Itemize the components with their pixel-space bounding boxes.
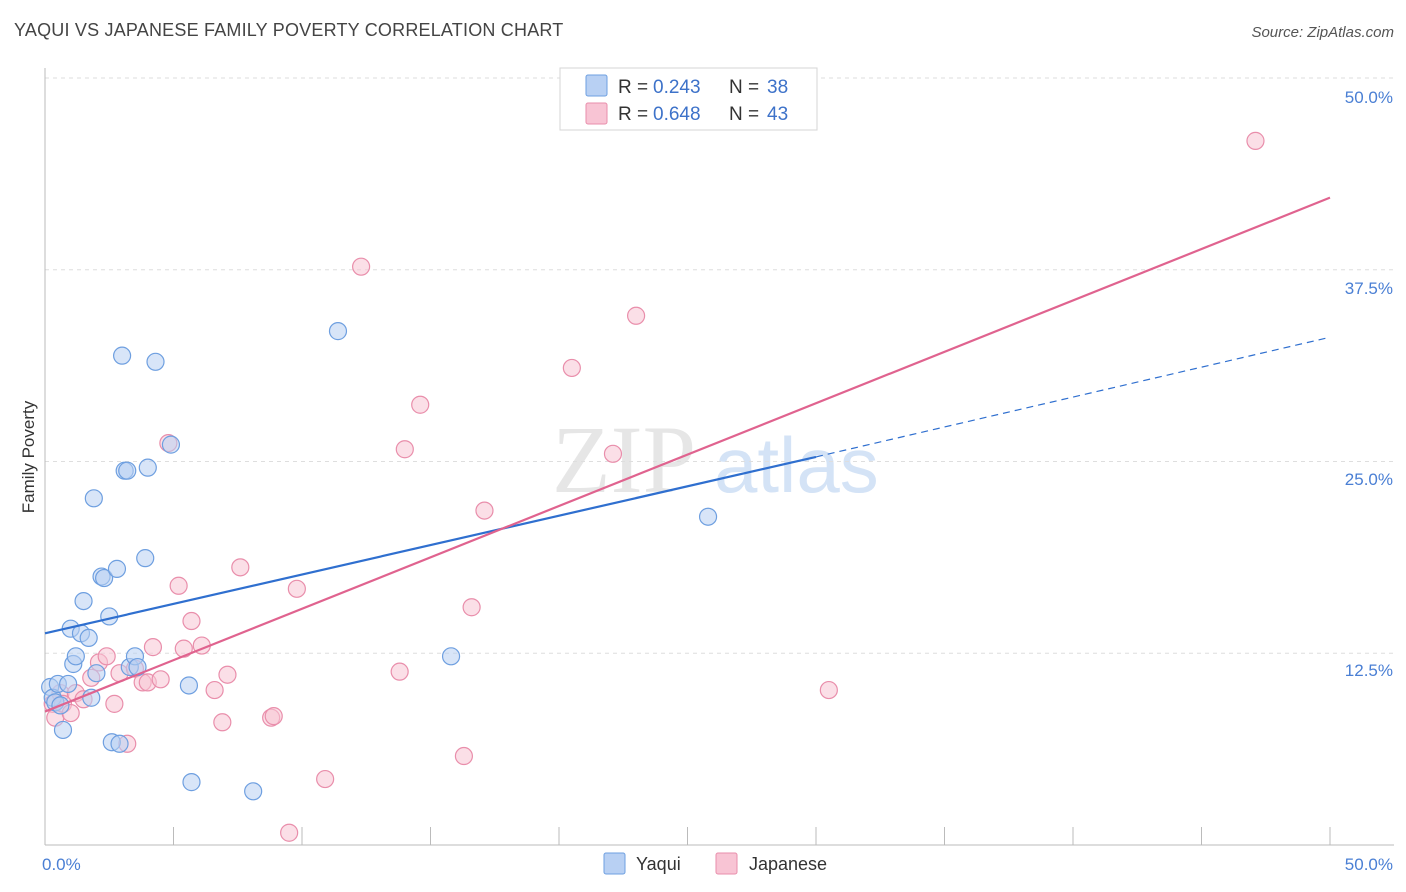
yaqui-point-21 [110,734,129,753]
legend-r-value-yaqui: 0.243 [653,77,701,98]
japanese-point-41 [626,306,646,325]
series-swatch-japanese [715,852,738,875]
japanese-point-28 [264,707,283,726]
source-label: Source: ZipAtlas.com [1251,24,1394,41]
series-legend: Yaqui Japanese [603,852,827,875]
japanese-point-31 [316,769,335,789]
japanese-point-40 [603,444,623,463]
japanese-point-9 [97,647,116,666]
japanese-point-43 [1246,131,1265,150]
japanese-point-37 [462,598,481,617]
japanese-point-29 [280,823,299,842]
y-tick-labels: 12.5% 25.0% 37.5% 50.0% [1345,88,1393,680]
yaqui-point-15 [87,664,106,683]
yaqui-point-28 [136,549,155,568]
legend-swatch-yaqui [585,74,608,97]
japanese-point-34 [395,440,414,459]
x-tick-label-0: 0.0% [42,855,81,874]
y-tick-label-50: 50.0% [1345,88,1393,107]
yaqui-point-35 [328,322,348,341]
yaqui-point-6 [59,674,78,694]
japanese-points [43,131,1265,842]
watermark: ZIP atlas [552,406,879,513]
japanese-point-23 [205,680,224,700]
legend-r-label-japanese: R = [618,104,648,125]
yaqui-point-13 [82,688,101,707]
watermark-atlas: atlas [714,421,879,509]
yaqui-point-37 [698,507,718,526]
legend-r-value-japanese: 0.648 [653,104,701,125]
legend-n-label-japanese: N = [729,104,759,125]
yaqui-point-30 [146,352,165,371]
japanese-point-42 [819,680,838,700]
trend-lines [44,196,1331,713]
y-tick-label-25: 25.0% [1345,470,1393,489]
legend-r-label-yaqui: R = [618,77,648,98]
yaqui-point-11 [74,591,93,611]
chart-title: YAQUI VS JAPANESE FAMILY POVERTY CORRELA… [14,20,564,40]
legend-n-label-yaqui: N = [729,77,759,98]
y-tick-label-37-5: 37.5% [1345,279,1393,298]
yaqui-trend-line [44,455,817,635]
yaqui-point-24 [118,461,137,480]
japanese-point-39 [562,358,581,378]
legend-swatch-japanese [585,102,608,125]
watermark-zip: ZIP [552,406,696,513]
japanese-point-32 [352,257,371,276]
x-tick-label-50: 50.0% [1345,855,1393,874]
series-label-japanese: Japanese [749,854,827,874]
yaqui-point-36 [441,647,461,666]
yaqui-point-34 [244,782,263,801]
yaqui-point-29 [138,458,157,477]
japanese-point-10 [105,694,124,713]
yaqui-point-32 [179,676,199,695]
legend-n-value-yaqui: 38 [767,77,788,98]
yaqui-point-20 [107,559,127,578]
japanese-point-36 [454,746,474,766]
yaqui-point-33 [182,773,201,792]
yaqui-point-22 [112,346,132,365]
yaqui-trend-line-extension [815,336,1331,458]
stats-legend: R = 0.243 N = 38 R = 0.648 N = 43 [559,67,818,131]
japanese-point-17 [151,670,170,689]
japanese-point-19 [169,576,188,595]
legend-n-value-japanese: 43 [767,104,788,125]
yaqui-point-31 [161,435,181,454]
series-swatch-yaqui [603,852,626,875]
japanese-point-35 [411,395,430,414]
japanese-point-26 [231,558,250,577]
japanese-point-33 [390,662,409,681]
yaqui-point-14 [84,489,103,508]
japanese-point-21 [182,611,201,631]
yaqui-point-5 [53,720,73,740]
x-axis-ticks [44,827,1331,845]
japanese-point-25 [218,665,237,684]
japanese-point-38 [475,501,494,520]
japanese-point-16 [143,638,163,657]
japanese-point-30 [287,579,306,598]
japanese-point-24 [213,713,232,732]
japanese-trend-line [44,196,1331,713]
yaqui-points [41,322,718,801]
yaqui-point-12 [79,628,98,648]
yaqui-point-17 [95,568,114,588]
y-axis-label: Family Poverty [19,400,38,513]
yaqui-point-9 [66,647,85,666]
series-label-yaqui: Yaqui [636,854,681,874]
y-tick-label-12-5: 12.5% [1345,661,1393,680]
